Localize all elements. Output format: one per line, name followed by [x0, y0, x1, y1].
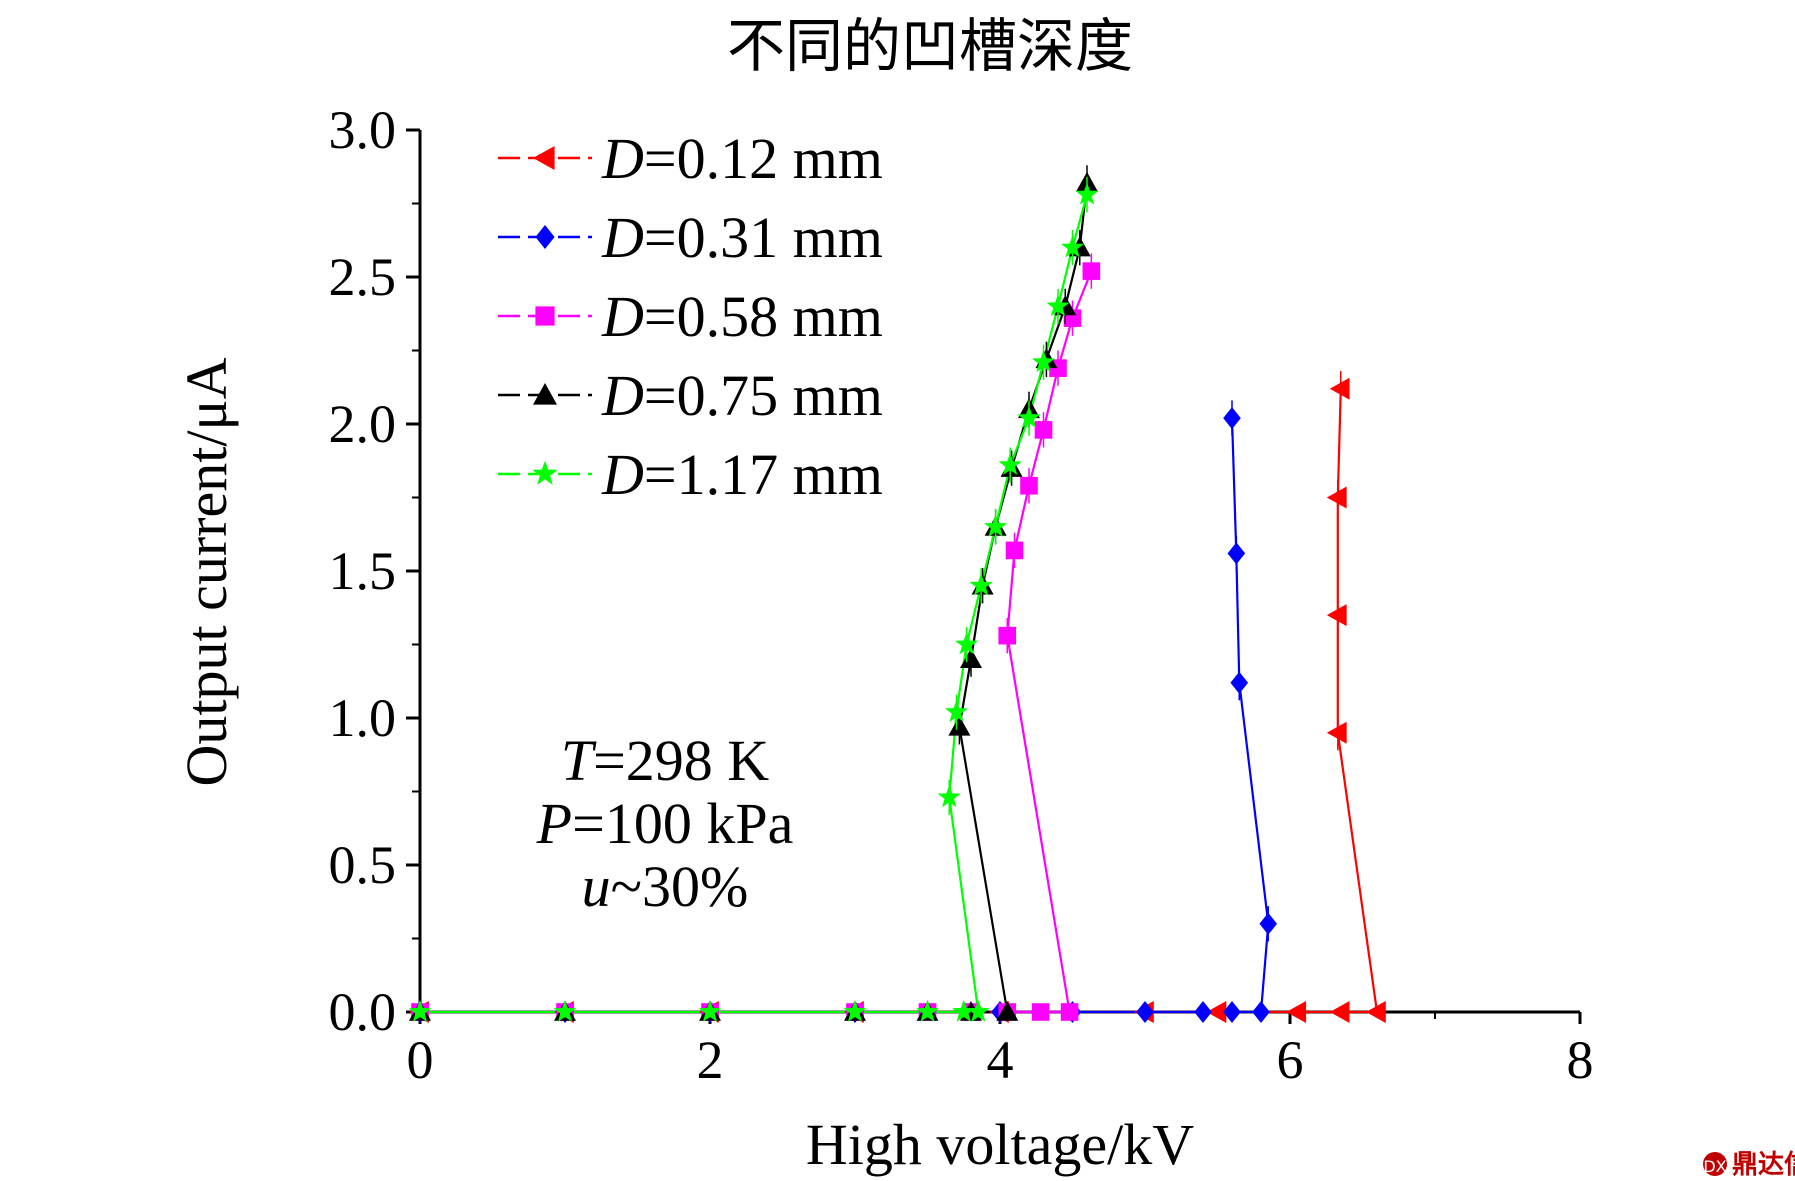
annotation-text: u~30%	[582, 854, 749, 919]
legend-item: D=1.17 mm	[498, 442, 883, 507]
data-point	[1061, 235, 1084, 258]
data-point	[1366, 1001, 1386, 1023]
data-point	[998, 626, 1017, 645]
series-line	[420, 418, 1270, 1014]
x-tick-label: 6	[1277, 1030, 1304, 1090]
data-point	[1020, 476, 1038, 495]
data-point	[984, 514, 1008, 537]
legend-item: D=0.58 mm	[498, 284, 883, 349]
data-point	[1031, 1003, 1050, 1021]
data-point	[1060, 1003, 1079, 1021]
data-point	[1252, 1001, 1270, 1023]
x-tick-label: 4	[987, 1030, 1014, 1090]
data-point	[1223, 1001, 1241, 1023]
legend-marker	[535, 225, 555, 249]
chart-title: 不同的凹槽深度	[727, 12, 1133, 80]
data-point	[996, 1001, 1019, 1021]
y-tick-label: 0.0	[329, 982, 397, 1042]
y-axis-label: Output current/μA	[174, 357, 239, 786]
data-point	[1227, 542, 1246, 565]
data-point	[1286, 1001, 1307, 1023]
data-point	[1046, 294, 1070, 317]
y-tick-label: 2.5	[329, 247, 397, 307]
data-point	[1017, 406, 1041, 428]
data-point	[1082, 262, 1101, 280]
y-tick-label: 3.0	[329, 100, 397, 160]
series-markers	[408, 165, 1386, 1023]
legend-label: D=0.31 mm	[601, 205, 883, 270]
data-point	[553, 999, 577, 1022]
legend-label: D=0.58 mm	[601, 284, 883, 349]
data-point	[1136, 1001, 1154, 1023]
data-point	[1223, 407, 1241, 430]
y-tick-label: 2.0	[329, 394, 397, 454]
data-point	[1032, 350, 1055, 372]
legend-marker	[532, 460, 558, 485]
data-point	[1329, 377, 1350, 400]
x-tick-label: 2	[697, 1030, 724, 1090]
y-tick-label: 1.5	[329, 541, 397, 601]
legend-item: D=0.12 mm	[498, 126, 883, 191]
data-point	[843, 999, 867, 1022]
data-point	[998, 453, 1022, 475]
data-point	[955, 632, 979, 655]
watermark-icon	[1703, 1152, 1727, 1176]
legend-marker	[533, 146, 555, 170]
legend-item: D=0.75 mm	[498, 363, 883, 428]
data-point	[945, 700, 968, 722]
data-point	[1259, 912, 1278, 935]
legend: D=0.12 mm D=0.31 mm D=0.58 mm D=0.75 mm D=1.…	[498, 126, 883, 507]
legend-item: D=0.31 mm	[498, 205, 883, 270]
annotation-text: T=298 K	[561, 728, 769, 793]
data-point	[1005, 541, 1024, 560]
watermark-text: 鼎达信	[1732, 1150, 1795, 1180]
ticks: 0 2 4 6 8 0.0 0.5 1.0 1.5 2.0 2.5 3.0	[329, 100, 1594, 1090]
data-point	[408, 999, 432, 1022]
legend-marker	[533, 383, 557, 405]
data-point	[937, 785, 961, 808]
watermark-logo: DX 鼎达信	[1703, 1150, 1795, 1180]
series-lines	[420, 182, 1379, 1014]
y-tick-label: 0.5	[329, 835, 397, 895]
data-point	[1329, 1001, 1350, 1023]
data-point	[916, 999, 939, 1022]
data-point	[1194, 1001, 1212, 1023]
data-point	[1326, 604, 1347, 627]
legend-label: D=0.75 mm	[601, 363, 883, 428]
legend-marker	[535, 306, 555, 326]
data-point	[966, 999, 990, 1022]
data-point	[952, 999, 976, 1022]
data-point	[948, 715, 971, 736]
data-point	[1326, 721, 1347, 744]
data-point	[1034, 421, 1053, 439]
data-point	[1075, 182, 1099, 205]
data-point	[969, 573, 993, 596]
x-tick-label: 0	[407, 1030, 434, 1090]
data-point	[698, 999, 722, 1022]
svg-text:DX: DX	[1703, 1157, 1726, 1176]
legend-label: D=1.17 mm	[601, 442, 883, 507]
data-point	[1230, 671, 1249, 694]
data-point	[1326, 486, 1347, 509]
data-point	[1206, 1001, 1227, 1023]
x-tick-label: 8	[1567, 1030, 1594, 1090]
legend-label: D=0.12 mm	[601, 126, 883, 191]
y-tick-label: 1.0	[329, 688, 397, 748]
x-axis-label: High voltage/kV	[806, 1112, 1194, 1177]
data-point	[960, 648, 982, 668]
annotation-text: P=100 kPa	[536, 791, 794, 856]
